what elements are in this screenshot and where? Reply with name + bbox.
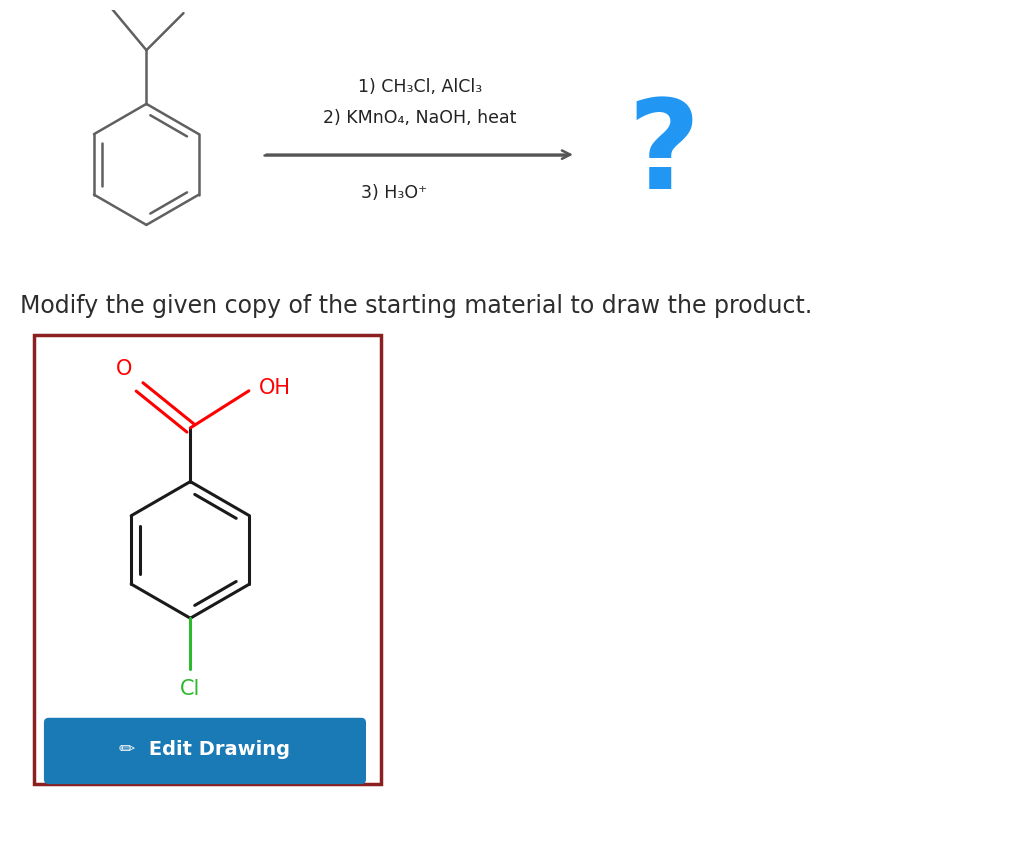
- Text: 1) CH₃Cl, AlCl₃: 1) CH₃Cl, AlCl₃: [358, 78, 482, 96]
- Text: ✏  Edit Drawing: ✏ Edit Drawing: [120, 740, 290, 760]
- Text: ?: ?: [628, 94, 700, 215]
- Text: 3) H₃O⁺: 3) H₃O⁺: [361, 184, 427, 202]
- Text: O: O: [116, 359, 132, 379]
- FancyBboxPatch shape: [44, 717, 366, 784]
- Text: Cl: Cl: [180, 678, 201, 699]
- Text: OH: OH: [259, 378, 291, 398]
- Text: 2) KMnO₄, NaOH, heat: 2) KMnO₄, NaOH, heat: [323, 109, 516, 127]
- Text: Modify the given copy of the starting material to draw the product.: Modify the given copy of the starting ma…: [19, 294, 812, 318]
- Bar: [34, 335, 380, 784]
